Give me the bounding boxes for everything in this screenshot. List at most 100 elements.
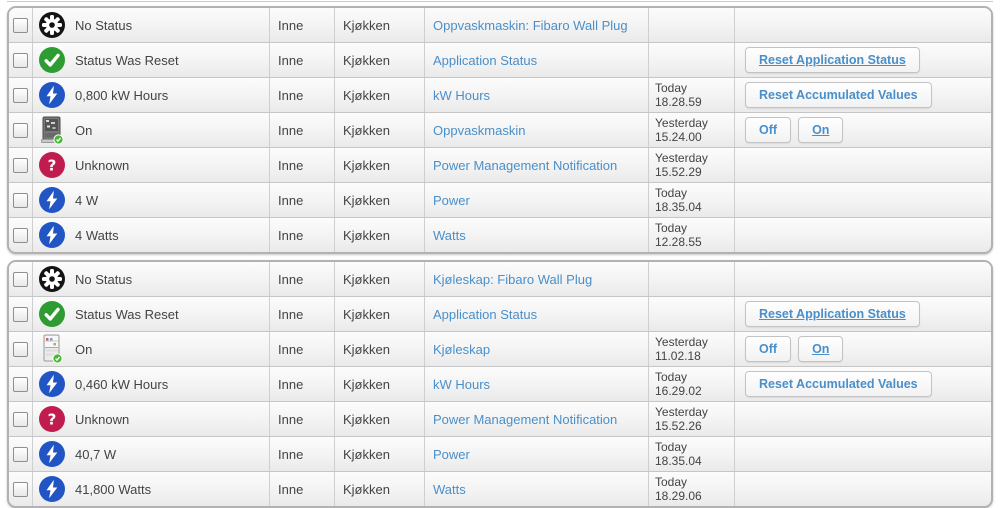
device-link[interactable]: Power Management Notification <box>433 157 618 173</box>
floor-label: Inne <box>278 157 304 173</box>
checkbox-cell <box>9 402 32 436</box>
question-icon: ? <box>36 152 68 178</box>
room-cell: Kjøkken <box>334 43 424 77</box>
time-cell <box>648 262 734 296</box>
room-cell: Kjøkken <box>334 437 424 471</box>
actions-cell <box>734 402 991 436</box>
device-link[interactable]: Oppvaskmaskin <box>433 122 526 138</box>
floor-cell: Inne <box>269 113 334 147</box>
row-checkbox[interactable] <box>13 376 28 392</box>
device-link[interactable]: Watts <box>433 227 466 243</box>
status-cell: 0,460 kW Hours <box>32 367 269 401</box>
time-cell: Yesterday 15.52.29 <box>648 148 734 182</box>
actions-cell <box>734 8 991 42</box>
row-checkbox[interactable] <box>13 122 28 138</box>
table-row: 41,800 Watts Inne Kjøkken Watts Today 18.29.0… <box>9 472 991 506</box>
row-checkbox[interactable] <box>13 157 28 173</box>
row-checkbox[interactable] <box>13 87 28 103</box>
device-cell: Watts <box>424 218 648 252</box>
device-link[interactable]: Kjøleskap <box>433 341 491 357</box>
row-checkbox[interactable] <box>13 17 28 33</box>
device-link[interactable]: Oppvaskmaskin: Fibaro Wall Plug <box>433 17 628 33</box>
bolt-icon <box>36 82 68 108</box>
room-label: Kjøkken <box>343 271 390 287</box>
on-button[interactable]: On <box>798 117 844 143</box>
device-link[interactable]: Watts <box>433 481 466 497</box>
status-text: 0,800 kW Hours <box>75 87 169 103</box>
time-day: Yesterday <box>655 116 708 130</box>
device-link[interactable]: Power <box>433 446 470 462</box>
row-checkbox[interactable] <box>13 446 28 462</box>
device-link[interactable]: kW Hours <box>433 376 491 392</box>
row-checkbox[interactable] <box>13 227 28 243</box>
row-checkbox[interactable] <box>13 306 28 322</box>
status-text: Unknown <box>75 157 130 173</box>
status-text: No Status <box>75 17 133 33</box>
room-label: Kjøkken <box>343 17 390 33</box>
reset-application-status-button[interactable]: Reset Application Status <box>745 47 920 73</box>
floor-cell: Inne <box>269 297 334 331</box>
time-clock: 18.35.04 <box>655 454 702 468</box>
row-checkbox[interactable] <box>13 192 28 208</box>
row-checkbox[interactable] <box>13 411 28 427</box>
status-text: On <box>75 341 93 357</box>
row-checkbox[interactable] <box>13 52 28 68</box>
time-day: Yesterday <box>655 335 708 349</box>
actions-cell: Off On <box>734 113 991 147</box>
device-link[interactable]: kW Hours <box>433 87 491 103</box>
status-text: Unknown <box>75 411 130 427</box>
time-clock: 12.28.55 <box>655 235 702 249</box>
bolt-icon <box>36 371 68 397</box>
device-link[interactable]: Power Management Notification <box>433 411 618 427</box>
time-clock: 18.28.59 <box>655 95 702 109</box>
off-button[interactable]: Off <box>745 336 792 362</box>
floor-cell: Inne <box>269 148 334 182</box>
checkbox-cell <box>9 183 32 217</box>
device-link[interactable]: Application Status <box>433 52 538 68</box>
floor-cell: Inne <box>269 8 334 42</box>
status-cell: Status Was Reset <box>32 297 269 331</box>
off-button[interactable]: Off <box>745 117 792 143</box>
row-checkbox[interactable] <box>13 481 28 497</box>
reset-accumulated-values-button[interactable]: Reset Accumulated Values <box>745 82 932 108</box>
status-text: 0,460 kW Hours <box>75 376 169 392</box>
time-day: Today <box>655 221 688 235</box>
room-cell: Kjøkken <box>334 332 424 366</box>
row-checkbox[interactable] <box>13 271 28 287</box>
status-text: Status Was Reset <box>75 52 179 68</box>
floor-cell: Inne <box>269 78 334 112</box>
on-button[interactable]: On <box>798 336 844 362</box>
status-text: Status Was Reset <box>75 306 179 322</box>
dishwasher-icon <box>36 116 68 145</box>
floor-label: Inne <box>278 227 304 243</box>
table-row: 40,7 W Inne Kjøkken Power Today 18.35.04 <box>9 437 991 472</box>
reset-application-status-button[interactable]: Reset Application Status <box>745 301 920 327</box>
checkbox-cell <box>9 78 32 112</box>
reset-accumulated-values-button[interactable]: Reset Accumulated Values <box>745 371 932 397</box>
device-cell: Application Status <box>424 43 648 77</box>
room-label: Kjøkken <box>343 341 390 357</box>
status-cell: 0,800 kW Hours <box>32 78 269 112</box>
checkbox-cell <box>9 43 32 77</box>
floor-label: Inne <box>278 122 304 138</box>
status-cell: ? Unknown <box>32 148 269 182</box>
room-label: Kjøkken <box>343 411 390 427</box>
check-icon <box>36 301 68 327</box>
device-link[interactable]: Power <box>433 192 470 208</box>
question-icon: ? <box>36 406 68 432</box>
device-group-panel: No Status Inne Kjøkken Oppvaskmaskin: Fibar… <box>7 6 993 254</box>
table-row: Status Was Reset Inne Kjøkken Application S… <box>9 43 991 78</box>
checkbox-cell <box>9 437 32 471</box>
device-link[interactable]: Application Status <box>433 306 538 322</box>
checkbox-cell <box>9 218 32 252</box>
row-checkbox[interactable] <box>13 341 28 357</box>
floor-label: Inne <box>278 376 304 392</box>
time-clock: 15.24.00 <box>655 130 702 144</box>
checkbox-cell <box>9 148 32 182</box>
gear-icon <box>36 12 68 38</box>
room-cell: Kjøkken <box>334 78 424 112</box>
checkbox-cell <box>9 367 32 401</box>
device-link[interactable]: Kjøleskap: Fibaro Wall Plug <box>433 271 593 287</box>
room-label: Kjøkken <box>343 376 390 392</box>
actions-cell <box>734 472 991 506</box>
